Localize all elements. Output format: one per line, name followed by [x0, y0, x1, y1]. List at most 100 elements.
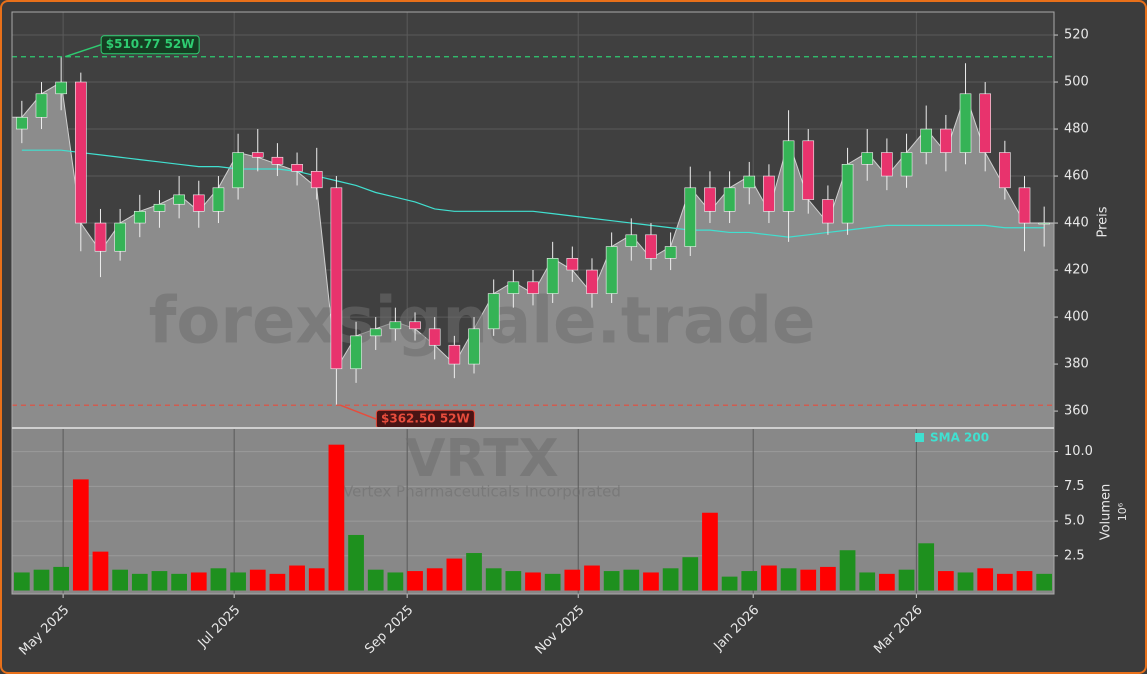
y-tick-label: 400: [1064, 310, 1089, 325]
volume-bar: [269, 573, 286, 591]
candle-body: [55, 81, 67, 95]
volume-bar: [446, 558, 463, 591]
annotation-box: [100, 35, 200, 55]
candle-body: [900, 152, 913, 177]
candle-body: [330, 187, 343, 370]
volume-bar: [1016, 571, 1033, 591]
volume-axis-label: Volumen: [1099, 484, 1114, 541]
sma-line: [21, 149, 1045, 238]
volume-bar: [328, 444, 345, 591]
candle-body: [192, 194, 205, 212]
candle-body: [979, 93, 991, 153]
y-tick-label: 380: [1064, 357, 1089, 372]
candle-body: [173, 194, 185, 205]
candle-body: [114, 222, 126, 252]
candle-body: [546, 258, 559, 294]
y-tick-label: 440: [1064, 216, 1089, 231]
y-tick-label: 520: [1064, 28, 1089, 43]
volume-tick-label: 7.5: [1064, 479, 1085, 494]
candle-body: [389, 321, 402, 330]
volume-bar: [210, 568, 227, 591]
volume-bar: [53, 566, 70, 591]
volume-bar: [859, 572, 876, 591]
x-tick-label: Mar 2026: [871, 603, 925, 657]
volume-bar: [839, 550, 856, 591]
plot-border: [11, 11, 1055, 595]
volume-bar: [112, 569, 128, 591]
volume-bar: [623, 569, 640, 591]
annotation-label: $362.50 52W: [381, 412, 470, 426]
candle-body: [881, 152, 893, 177]
candle-body: [940, 128, 952, 153]
candle-body: [212, 187, 225, 212]
annotation-arrow: [340, 404, 377, 420]
volume-bar: [662, 568, 679, 591]
volume-tick-label: 2.5: [1064, 548, 1085, 563]
y-tick-label: 500: [1064, 75, 1089, 90]
candle-body: [35, 93, 48, 118]
volume-bar: [741, 571, 758, 591]
volume-bar: [898, 569, 915, 591]
x-tick-label: Nov 2025: [533, 603, 588, 658]
candle-body: [822, 199, 834, 224]
volume-bar: [426, 568, 443, 591]
candle-body: [664, 246, 677, 259]
candle-body: [133, 211, 146, 224]
candle-body: [743, 175, 756, 189]
legend-label: SMA 200: [930, 431, 989, 445]
volume-panel: [12, 428, 1054, 594]
x-tick-label: Sep 2025: [362, 603, 416, 657]
y-tick-label: 460: [1064, 169, 1089, 184]
volume-bar: [131, 573, 148, 591]
x-tick-label: May 2025: [16, 603, 72, 659]
candle-body: [782, 140, 795, 212]
y-tick-label: 480: [1064, 122, 1089, 137]
volume-multiplier: 10⁶: [1116, 502, 1129, 521]
candle-body: [645, 234, 657, 259]
annotation-arrow: [64, 44, 102, 58]
candle-body: [586, 269, 598, 294]
candle-body: [723, 187, 736, 212]
candle-body: [605, 246, 618, 294]
candle-body: [566, 258, 579, 271]
volume-bar: [643, 572, 659, 591]
volume-tick-label: 5.0: [1064, 514, 1085, 529]
price-axis-label: Preis: [1096, 206, 1111, 237]
candle-body: [271, 156, 284, 165]
candle-body: [625, 234, 638, 247]
volume-bar: [33, 569, 50, 591]
candle-body: [291, 163, 303, 172]
volume-bar: [761, 565, 777, 591]
volume-bar: [230, 572, 246, 591]
volume-bar: [171, 573, 187, 591]
candle-body: [350, 335, 362, 370]
volume-bar: [603, 571, 620, 591]
volume-bar: [525, 572, 541, 591]
volume-bar: [682, 557, 699, 591]
candle-body: [369, 328, 382, 337]
volume-bar: [800, 569, 817, 591]
volume-bar: [249, 569, 266, 591]
y-tick-label: 360: [1064, 404, 1089, 419]
volume-bar: [367, 569, 384, 591]
volume-bar: [151, 571, 168, 591]
legend-swatch: [915, 433, 924, 442]
candle-body: [487, 293, 500, 330]
volume-bar: [544, 573, 561, 591]
candle-body: [507, 281, 520, 294]
volume-bar: [996, 573, 1013, 591]
candle-body: [232, 152, 244, 189]
candle-body: [1018, 187, 1031, 224]
candle-body: [684, 187, 697, 247]
volume-bar: [938, 571, 954, 591]
volume-bar: [564, 569, 581, 591]
volume-bar: [308, 568, 325, 591]
volume-bar: [820, 566, 836, 591]
volume-bar: [92, 551, 109, 591]
volume-bar: [1036, 573, 1053, 591]
watermark-site: forexsignale.trade: [149, 285, 816, 359]
candle-body: [16, 116, 28, 130]
volume-bar: [977, 568, 994, 591]
candle-body: [841, 163, 854, 224]
